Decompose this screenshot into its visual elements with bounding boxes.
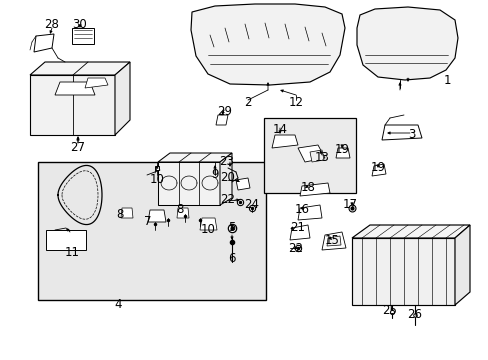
Text: 11: 11	[64, 246, 80, 258]
Text: 7: 7	[144, 216, 151, 229]
Text: 26: 26	[407, 309, 422, 321]
Bar	[72, 28, 94, 44]
Bar	[46, 230, 86, 250]
Text: 1: 1	[442, 73, 450, 86]
Text: 3: 3	[407, 129, 415, 141]
Polygon shape	[351, 225, 469, 238]
Text: 18: 18	[300, 181, 315, 194]
Polygon shape	[158, 162, 220, 205]
Text: 21: 21	[290, 221, 305, 234]
Text: 8: 8	[116, 208, 123, 221]
Text: 14: 14	[272, 123, 287, 136]
Text: 15: 15	[324, 234, 339, 247]
Text: 25: 25	[382, 303, 397, 316]
Text: 27: 27	[70, 141, 85, 154]
Text: 2: 2	[244, 96, 251, 109]
Polygon shape	[177, 208, 189, 218]
Text: 24: 24	[244, 198, 259, 211]
Text: 16: 16	[294, 203, 309, 216]
Polygon shape	[236, 178, 249, 190]
Text: 19: 19	[334, 144, 349, 157]
Polygon shape	[289, 225, 309, 240]
Polygon shape	[297, 205, 321, 220]
Text: 6: 6	[228, 252, 235, 265]
Polygon shape	[351, 238, 454, 305]
Polygon shape	[297, 145, 325, 162]
Polygon shape	[34, 34, 54, 52]
Text: 30: 30	[73, 18, 87, 31]
Text: 23: 23	[219, 156, 234, 168]
Text: 10: 10	[149, 174, 164, 186]
Text: 13: 13	[314, 152, 329, 165]
Polygon shape	[335, 148, 349, 158]
Polygon shape	[115, 62, 130, 135]
Text: 28: 28	[44, 18, 60, 31]
Polygon shape	[85, 78, 108, 88]
Text: 22: 22	[220, 193, 235, 207]
Text: 8: 8	[176, 203, 183, 216]
Polygon shape	[55, 82, 95, 95]
Text: 19: 19	[370, 162, 385, 175]
Polygon shape	[30, 75, 115, 135]
Polygon shape	[371, 164, 385, 176]
Polygon shape	[309, 150, 324, 162]
Polygon shape	[200, 218, 217, 230]
Polygon shape	[454, 225, 469, 305]
Text: 4: 4	[114, 298, 122, 311]
Polygon shape	[381, 125, 421, 140]
Polygon shape	[216, 115, 227, 125]
Text: 10: 10	[200, 224, 215, 237]
Polygon shape	[148, 210, 165, 222]
Text: 9: 9	[211, 168, 218, 181]
Text: 20: 20	[220, 171, 235, 184]
Polygon shape	[30, 62, 130, 75]
Polygon shape	[321, 232, 346, 250]
Text: 22: 22	[288, 242, 303, 255]
Text: 17: 17	[342, 198, 357, 211]
Polygon shape	[299, 183, 329, 196]
Polygon shape	[158, 153, 231, 162]
Text: 5: 5	[228, 221, 235, 234]
Polygon shape	[356, 7, 457, 80]
Polygon shape	[220, 153, 231, 205]
Bar	[264, 118, 355, 193]
Polygon shape	[326, 236, 340, 246]
Bar	[38, 162, 265, 300]
Polygon shape	[121, 208, 133, 218]
Polygon shape	[271, 135, 297, 148]
Text: 29: 29	[217, 105, 232, 118]
Polygon shape	[191, 4, 345, 85]
Text: 12: 12	[288, 96, 303, 109]
